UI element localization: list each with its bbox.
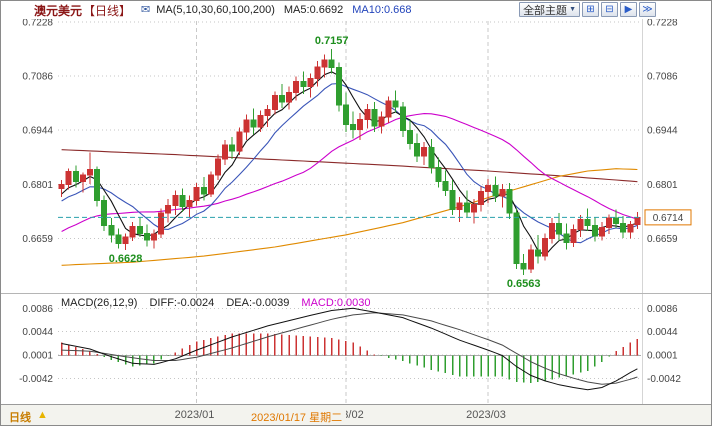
y-axis-label-right: 0.6659 xyxy=(647,234,678,245)
macd-header: MACD(26,12,9) DIFF:-0.0024 DEA:-0.0039 M… xyxy=(61,297,380,309)
ma-lines xyxy=(61,71,638,266)
dea-value: DEA:-0.0039 xyxy=(226,297,290,309)
ma5-value: MA5:0.6692 xyxy=(283,4,344,16)
themes-dropdown-label: 全部主题 xyxy=(523,4,568,17)
page-forward-icon: ≫ xyxy=(642,4,653,15)
y-axis-label-left: 0.7086 xyxy=(22,72,53,83)
svg-text:0.6714: 0.6714 xyxy=(653,213,684,224)
y-axis-label-left: 0.6944 xyxy=(22,125,53,136)
y-axis-label-left: 0.6801 xyxy=(22,180,53,191)
macd-chart[interactable]: 0.0086 0.0086 0.0044 0.0044 0.0001 0.0001 -0.0… xyxy=(1,294,712,404)
y-axis-label-right: 0.7086 xyxy=(647,72,678,83)
header-toolbar: 全部主题 ▼ ⊞ ⊟ ▶ ≫ xyxy=(519,2,656,17)
macd-settings-label: MACD(26,12,9) xyxy=(61,297,138,309)
period-up-arrow-icon: ▲ xyxy=(37,409,48,421)
ma-line-ma10 xyxy=(61,83,638,244)
macd-axis-label-right: 0.0044 xyxy=(647,327,678,338)
diff-value: DIFF:-0.0024 xyxy=(149,297,215,309)
macd-axis-label-right: 0.0001 xyxy=(647,351,678,362)
macd-histogram xyxy=(60,333,639,384)
macd-axis-label-left: -0.0042 xyxy=(19,374,53,385)
macd-axis-label-left: 0.0001 xyxy=(22,351,53,362)
chart-header: 澳元美元 【日线】 ✉ MA(5,10,30,60,100,200) MA5:0… xyxy=(1,1,711,19)
message-icon[interactable]: ✉ xyxy=(141,3,151,16)
x-axis-label: 2023/01 xyxy=(174,409,215,421)
period-selector[interactable]: 日线 xyxy=(9,412,31,424)
macd-value: MACD:0.0030 xyxy=(301,297,371,309)
themes-dropdown-button[interactable]: 全部主题 ▼ xyxy=(519,2,580,17)
page-forward-button[interactable]: ≫ xyxy=(639,2,656,17)
price-annotation: 0.6563 xyxy=(507,278,541,290)
ma-line-ma5 xyxy=(61,71,638,257)
y-axis-label-right: 0.6801 xyxy=(647,180,678,191)
layout-grid-icon: ⊟ xyxy=(605,4,614,15)
ma-line-ma200 xyxy=(61,149,638,183)
layout-single-button[interactable]: ⊞ xyxy=(582,2,599,17)
y-axis-label-left: 0.6659 xyxy=(22,234,53,245)
dea-line xyxy=(61,312,638,385)
macd-axis-label-right: 0.0086 xyxy=(647,304,678,315)
macd-gridlines: 0.0086 0.0086 0.0044 0.0044 0.0001 0.0001 -0.0… xyxy=(19,294,681,404)
price-annotation: 0.7157 xyxy=(315,35,349,47)
last-price-tag: 0.6714 xyxy=(644,209,692,226)
scroll-right-button[interactable]: ▶ xyxy=(620,2,637,17)
period-tag: 【日线】 xyxy=(83,3,132,18)
main-gridlines: 0.7228 0.7228 0.7086 0.7086 0.6944 0.6944 0.68… xyxy=(22,19,678,293)
macd-axis-label-left: 0.0086 xyxy=(22,304,53,315)
x-axis-label: 2023/03 xyxy=(466,409,506,421)
price-annotation: 0.6628 xyxy=(109,253,143,265)
y-axis-label-right: 0.6944 xyxy=(647,125,678,136)
price-annotations: 0.7157 0.6628 0.6563 xyxy=(109,35,541,290)
diff-line xyxy=(61,307,638,391)
candles-group xyxy=(58,49,641,275)
y-axis-label-left: 0.7228 xyxy=(22,19,53,29)
scroll-right-icon: ▶ xyxy=(624,4,633,15)
chevron-down-icon: ▼ xyxy=(569,6,576,13)
ma-line-ma100 xyxy=(61,168,638,266)
layout-grid-button[interactable]: ⊟ xyxy=(601,2,618,17)
ma-settings-label: MA(5,10,30,60,100,200) xyxy=(156,4,275,16)
candlestick-chart[interactable]: 0.7228 0.7228 0.7086 0.7086 0.6944 0.6944 0.68… xyxy=(1,19,712,293)
macd-axis-label-left: 0.0044 xyxy=(22,327,53,338)
panel-divider xyxy=(1,293,711,294)
crosshair-date-label: 2023/01/17 星期二 xyxy=(251,409,347,425)
symbol-title: 澳元美元 xyxy=(34,3,83,18)
ma10-value: MA10:0.668 xyxy=(352,4,412,16)
layout-single-icon: ⊞ xyxy=(586,4,595,15)
macd-axis-label-right: -0.0042 xyxy=(647,374,681,385)
ma-line-ma30 xyxy=(61,113,638,232)
y-axis-label-right: 0.7228 xyxy=(647,19,678,29)
